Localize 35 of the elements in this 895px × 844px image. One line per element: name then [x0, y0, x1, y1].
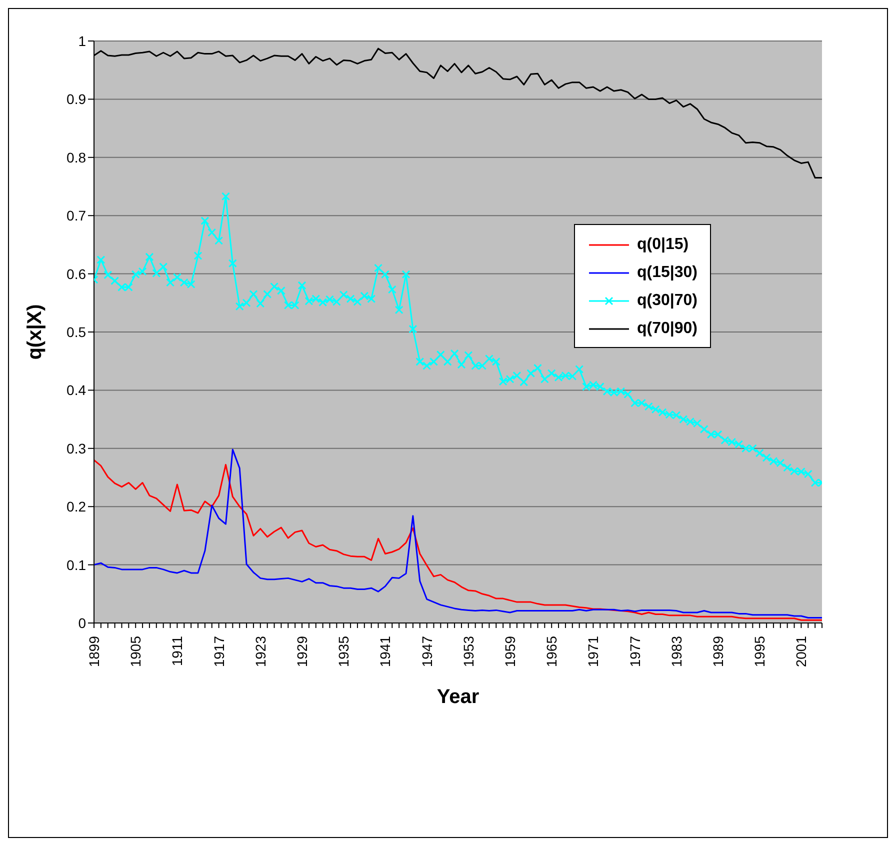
x-tick-label: 1905 [128, 636, 144, 668]
x-tick-label: 2001 [793, 636, 810, 668]
y-tick-label: 0.6 [66, 266, 86, 282]
y-tick-label: 0.4 [66, 382, 86, 398]
x-tick-label: 1899 [86, 636, 102, 668]
x-tick-label: 1929 [294, 636, 310, 668]
x-tick-label: 1971 [585, 636, 602, 668]
x-tick-label: 1989 [710, 636, 726, 668]
x-tick-label: 1953 [460, 636, 476, 668]
y-tick-label: 0.9 [66, 91, 86, 108]
y-axis-title: q(x|X) [24, 304, 46, 360]
y-tick-label: 0.2 [66, 498, 86, 515]
legend-label: q(70|90) [637, 320, 698, 338]
y-tick-label: 0 [78, 614, 86, 631]
y-tick-label: 1 [78, 32, 86, 49]
y-tick-label: 0.5 [66, 324, 86, 340]
x-tick-label: 1965 [544, 636, 560, 668]
x-tick-label: 1995 [752, 636, 768, 668]
y-tick-label: 0.1 [66, 556, 86, 573]
x-axis-title: Year [436, 686, 480, 708]
x-tick-label: 1959 [502, 636, 518, 668]
x-tick-label: 1917 [210, 636, 227, 668]
x-tick-label: 1941 [377, 636, 394, 668]
legend-label: q(30|70) [637, 292, 698, 310]
x-tick-label: 1911 [169, 636, 186, 666]
x-tick-label: 1947 [418, 636, 435, 668]
y-tick-label: 0.8 [66, 149, 86, 166]
x-tick-label: 1983 [668, 636, 684, 668]
x-tick-label: 1935 [336, 636, 352, 668]
y-tick-label: 0.7 [66, 208, 86, 224]
y-tick-label: 0.3 [66, 440, 86, 456]
x-tick-label: 1923 [252, 636, 268, 668]
legend-label: q(0|15) [637, 236, 689, 254]
legend-label: q(15|30) [637, 264, 698, 282]
x-tick-label: 1977 [626, 636, 643, 668]
